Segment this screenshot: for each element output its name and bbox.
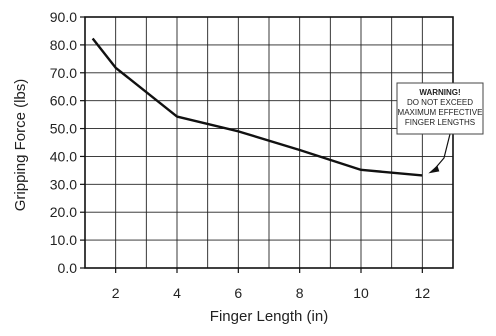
y-tick-label: 10.0 [50, 232, 77, 248]
y-tick-label: 70.0 [50, 65, 77, 81]
annotation-line-2: MAXIMUM EFFECTIVE [398, 108, 483, 117]
x-tick-label: 10 [353, 285, 369, 301]
y-tick-label: 80.0 [50, 37, 77, 53]
y-tick-label: 90.0 [50, 9, 77, 25]
annotation-arrowhead [428, 165, 440, 174]
warning-annotation: WARNING! DO NOT EXCEED MAXIMUM EFFECTIVE… [396, 82, 484, 174]
x-tick-label: 12 [415, 285, 431, 301]
y-tick-label: 20.0 [50, 204, 77, 220]
y-axis-ticks: 0.0 10.0 20.0 30.0 40.0 50.0 60.0 70.0 80.0 90.0 [50, 9, 85, 276]
annotation-box [396, 82, 484, 135]
annotation-title: WARNING! [419, 88, 460, 97]
y-tick-label: 40.0 [50, 148, 77, 164]
y-tick-label: 50.0 [50, 121, 77, 137]
x-tick-label: 6 [234, 285, 242, 301]
x-axis-label: Finger Length (in) [210, 308, 328, 325]
y-axis-label: Gripping Force (lbs) [12, 79, 29, 212]
x-tick-label: 2 [112, 285, 120, 301]
grid-lines [85, 17, 453, 268]
y-tick-label: 0.0 [58, 260, 78, 276]
annotation-arrow [433, 133, 451, 170]
series-line [91, 37, 423, 177]
plot-border [84, 16, 454, 269]
y-tick-label: 60.0 [50, 93, 77, 109]
annotation-line-3: FINGER LENGTHS [405, 118, 475, 127]
series-lines [91, 37, 423, 177]
y-tick-label: 30.0 [50, 176, 77, 192]
plot-frame [84, 16, 454, 269]
x-tick-label: 8 [296, 285, 304, 301]
annotation-line-1: DO NOT EXCEED [407, 98, 473, 107]
x-tick-label: 4 [173, 285, 181, 301]
x-axis-ticks: 2 4 6 8 10 12 [112, 268, 431, 301]
